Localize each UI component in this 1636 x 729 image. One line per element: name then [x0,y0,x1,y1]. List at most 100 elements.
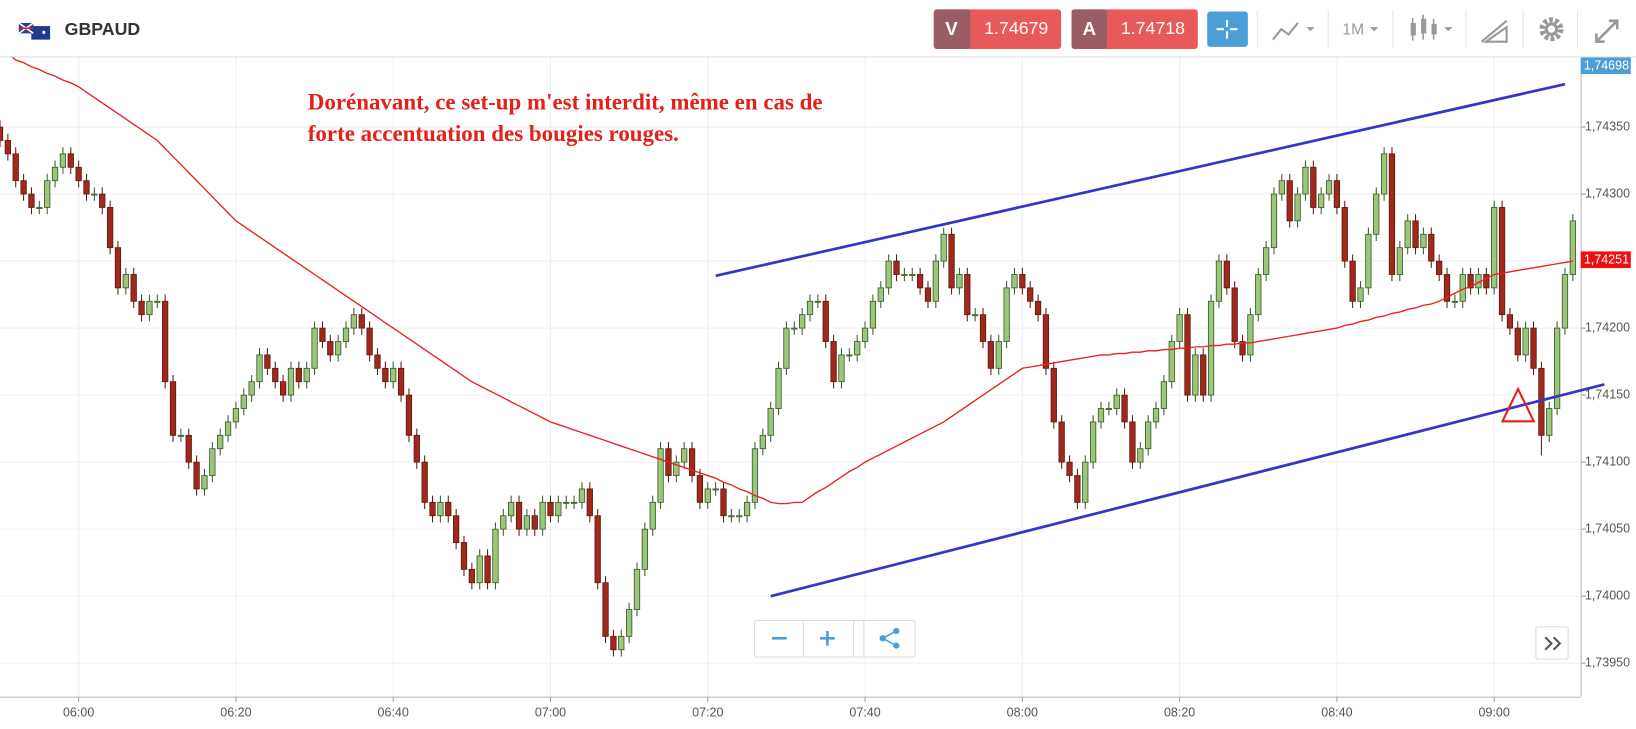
candle-body [791,327,798,330]
candle-body [429,501,436,517]
x-tick-label: 06:40 [378,706,409,720]
candle-body [51,166,59,182]
candle-body [4,140,11,155]
candle-body [1137,448,1144,463]
settings-button[interactable] [1539,17,1564,42]
candle-body [366,327,373,356]
zoom-controls [753,620,916,658]
candle-body [743,501,751,517]
timeframe[interactable]: 1M [1342,21,1364,38]
candle-body [1082,461,1089,503]
candle-body [342,327,350,342]
candle-body [20,180,27,195]
candle-body [1263,247,1270,275]
candle-style-button[interactable] [1410,14,1453,41]
candle-body [846,354,853,357]
candle-body [193,461,200,490]
price-tag-label: 1,74251 [1584,253,1629,267]
candle-body [775,367,782,409]
candle-body [1200,354,1207,396]
candle-body [1498,207,1506,316]
sell-label-bg[interactable] [933,9,971,50]
timeframe-caret[interactable] [1369,27,1379,32]
candle-body [1569,220,1576,275]
y-tick-label: 1,74350 [1585,119,1630,133]
x-tick-label: 08:00 [1007,706,1038,720]
candle-body [751,448,759,503]
candle-body [0,126,4,141]
buy-price[interactable]: 1.74718 [1121,18,1185,38]
signal-triangle [1500,386,1536,423]
candle-body [272,367,279,383]
share-button[interactable] [879,627,900,649]
candle-body [1089,421,1097,463]
sell-label[interactable]: V [945,18,958,39]
fullscreen-button[interactable] [1595,19,1619,44]
candle-body [1042,314,1050,369]
candle-body [12,153,19,182]
buy-label[interactable]: A [1082,18,1096,39]
chart-type-button[interactable] [1272,22,1315,41]
candle-body [146,300,153,316]
candle-body [696,475,704,503]
sell-button[interactable]: V 1.74679 [933,9,1062,50]
toolbar-bg [0,0,1636,57]
candle-body [681,448,688,463]
candle-body [1129,421,1136,463]
candle-body [673,461,680,476]
candle-body [633,568,641,610]
x-tick-label: 09:00 [1479,706,1510,720]
candle-body [59,153,67,168]
candle-body [169,381,177,436]
annotation-line: Dorénavant, ce set-up m'est interdit, mê… [308,90,823,115]
candle-body [358,314,365,329]
y-tick-label: 1,74150 [1585,387,1630,401]
candle-body [1176,314,1183,342]
candle-body [885,260,892,289]
candle-body [248,381,255,396]
candle-body [547,501,554,517]
candle-body [484,555,491,584]
candle-body [838,354,845,383]
candle-body [688,448,696,476]
candle-body [940,233,947,262]
candle-body [799,314,806,329]
candle-body [1074,475,1081,503]
candle-body [405,394,413,436]
candle-body [382,367,389,383]
candle-body [327,341,334,356]
draw-tool-button[interactable] [1480,20,1508,43]
candle-body [1436,260,1443,275]
candle-body [1192,354,1199,396]
candle-body [649,501,656,530]
candle-body [759,434,766,450]
crosshair-button[interactable] [1207,11,1248,47]
scroll-right-button[interactable] [1535,626,1569,660]
candle-body [1318,193,1325,208]
candle-body [138,300,145,316]
buy-label-bg[interactable] [1071,9,1108,50]
flag-icon [18,22,51,40]
candle-body [1050,367,1057,423]
candle-body [374,354,381,369]
candle-body [460,542,468,570]
candle-body [1223,260,1230,289]
candle-body [964,274,971,316]
candle-body [36,207,43,209]
candle-body [44,180,51,208]
zoom-in[interactable] [820,630,835,646]
y-tick-label: 1,74200 [1585,320,1630,334]
candle-body [736,515,743,518]
candle-body [1467,274,1474,289]
sell-price[interactable]: 1.74679 [984,18,1048,38]
candle-body [1270,193,1278,249]
candle-body [421,461,428,503]
candle-body [893,260,900,275]
candle-body [1247,314,1254,356]
buy-button[interactable]: A 1.74718 [1071,9,1198,50]
candle-body [657,448,664,503]
candle-body [979,314,987,342]
candle-body [1302,166,1309,195]
candle-body [916,274,924,289]
